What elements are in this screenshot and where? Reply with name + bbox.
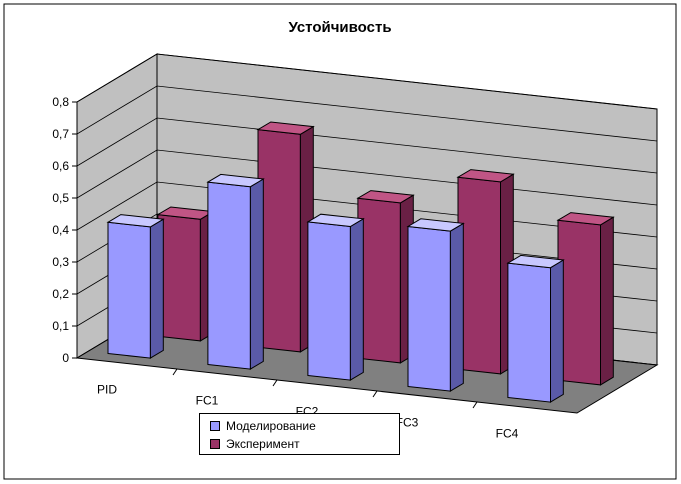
- y-axis-ticks: 0 0,1 0,2 0,3 0,4 0,5 0,6 0,7 0,8: [52, 95, 77, 365]
- y-tick-label: 0: [62, 351, 69, 365]
- x-tick-mark: [472, 401, 478, 409]
- bar-top: [106, 214, 165, 228]
- bar-top: [356, 190, 415, 204]
- x-tick-mark: [272, 379, 278, 387]
- y-tick-label: 0,1: [52, 319, 69, 333]
- legend-swatch-series-2: [210, 439, 220, 449]
- bar-front: [157, 214, 201, 342]
- bar-top: [556, 212, 615, 226]
- bar-top: [456, 169, 515, 183]
- legend-label-series-2: Эксперимент: [226, 437, 300, 451]
- y-tick-label: 0,4: [52, 223, 69, 237]
- legend-swatch-series-1: [210, 421, 220, 431]
- bar-front: [107, 221, 151, 359]
- x-tick-label: FC4: [496, 427, 519, 441]
- y-tick-label: 0,8: [52, 95, 69, 109]
- bar-series-2-fc4: [556, 212, 615, 386]
- bar-side: [349, 217, 364, 381]
- y-tick-label: 0,6: [52, 159, 69, 173]
- bar-series-1-fc4: [506, 254, 565, 403]
- bar-series-1-fc2: [306, 213, 365, 381]
- bar-side: [449, 222, 464, 392]
- bar-front: [557, 219, 601, 386]
- x-tick-mark: [372, 390, 378, 398]
- bars: [106, 121, 615, 403]
- bar-top: [306, 213, 365, 228]
- y-tick-label: 0,7: [52, 127, 69, 141]
- gridline: [76, 117, 658, 174]
- bar-front: [507, 262, 551, 403]
- bar-side: [149, 218, 164, 359]
- bar-front: [207, 181, 251, 370]
- bar-side: [249, 178, 264, 370]
- x-tick-label: FC3: [396, 416, 419, 430]
- bar-top: [506, 254, 565, 269]
- bar-front: [257, 129, 301, 353]
- bar-front: [307, 221, 351, 381]
- bar-series-1-fc3: [406, 218, 465, 392]
- bar-side: [550, 259, 564, 403]
- bar-front: [407, 225, 451, 392]
- bar-top: [256, 121, 315, 135]
- y-tick-label: 0,2: [52, 287, 69, 301]
- bar-series-2-pid: [156, 206, 215, 342]
- y-tick-label: 0,3: [52, 255, 69, 269]
- legend-item-series-2: Эксперимент: [210, 436, 300, 452]
- legend-item-series-1: Моделирование: [210, 418, 316, 434]
- bar-front: [357, 197, 401, 364]
- gridline: [76, 85, 658, 142]
- bar-series-2-fc1: [256, 121, 315, 353]
- bar-series-1-fc1: [206, 173, 265, 370]
- bar-top: [406, 218, 465, 232]
- legend: Моделирование Эксперимент: [199, 413, 400, 455]
- gridline: [76, 53, 658, 110]
- legend-label-series-1: Моделирование: [226, 419, 316, 433]
- x-tick-label: FC1: [196, 394, 219, 408]
- bar-front: [457, 176, 501, 375]
- bar-series-2-fc3: [456, 169, 515, 375]
- x-tick-label: PID: [97, 383, 117, 397]
- bar-side: [600, 216, 614, 386]
- bar-top: [206, 173, 265, 188]
- chart-title: Устойчивость: [288, 19, 391, 36]
- y-tick-label: 0,5: [52, 191, 69, 205]
- x-tick-mark: [172, 368, 178, 376]
- bar-series-2-fc2: [356, 190, 415, 364]
- bar-series-1-pid: [106, 214, 165, 359]
